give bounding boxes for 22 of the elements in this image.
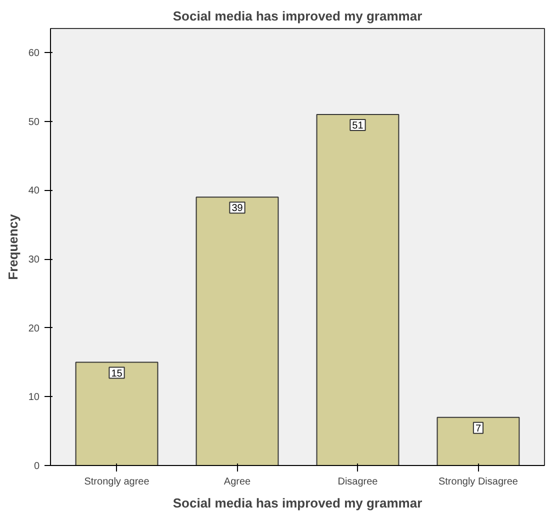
y-tick-label: 60 (28, 48, 40, 60)
x-tick-label: Disagree (338, 476, 378, 488)
x-axis-title: Social media has improved my grammar (172, 496, 422, 510)
bar (316, 114, 400, 466)
bar (196, 196, 279, 466)
y-tick-label: 20 (28, 323, 40, 334)
data-label: 15 (111, 368, 123, 380)
y-tick-label: 40 (28, 186, 40, 197)
y-tick-label: 50 (28, 116, 40, 128)
y-tick-label: 30 (28, 254, 40, 266)
y-tick-label: 10 (28, 392, 40, 404)
data-label: 7 (475, 423, 482, 434)
y-tick-label: 0 (34, 461, 40, 472)
x-tick-label: Strongly agree (84, 476, 150, 488)
bar (75, 362, 158, 466)
y-axis-title: Frequency (5, 213, 20, 280)
data-label: 51 (352, 120, 364, 132)
bar (436, 416, 520, 466)
data-label: 39 (232, 203, 244, 214)
x-tick-label: Strongly Disagree (438, 476, 518, 488)
chart-title: Social media has improved my grammar (172, 8, 422, 24)
x-tick-label: Agree (224, 476, 252, 488)
